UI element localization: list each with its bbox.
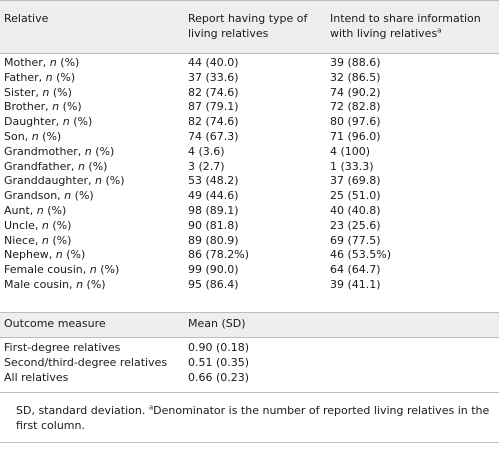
- row-label: Daughter, n (%): [4, 115, 93, 129]
- table-footnote: SD, standard deviation. aDenominator is …: [16, 403, 496, 433]
- header-report-line2: living relatives: [188, 27, 269, 40]
- table-row: Grandson, n (%) 49 (44.6) 25 (51.0): [0, 189, 499, 204]
- row-report: 87 (79.1): [188, 100, 239, 114]
- row-report: 86 (78.2%): [188, 248, 250, 262]
- row-share: 37 (69.8): [330, 174, 381, 188]
- row-share: 23 (25.6): [330, 218, 381, 232]
- row-report: 90 (81.8): [188, 218, 239, 232]
- footnote-divider: [0, 392, 499, 393]
- footnote-part1: SD, standard deviation.: [16, 404, 149, 417]
- row-share: 71 (96.0): [330, 129, 381, 143]
- row-report: 99 (90.0): [188, 263, 239, 277]
- row-share: 64 (64.7): [330, 263, 381, 277]
- table-row: Second/third-degree relatives 0.51 (0.35): [0, 356, 499, 371]
- header-share-line2: with living relativesa: [330, 26, 481, 41]
- row-share: 32 (86.5): [330, 70, 381, 84]
- row-label: Grandmother, n (%): [4, 144, 115, 158]
- row-label: Sister, n (%): [4, 85, 72, 99]
- outcome-body: First-degree relatives 0.90 (0.18) Second…: [0, 341, 499, 385]
- header-band: [0, 0, 499, 54]
- row-share: 69 (77.5): [330, 233, 381, 247]
- table-row: Niece, n (%) 89 (80.9) 69 (77.5): [0, 234, 499, 249]
- table-row: Mother, n (%) 44 (40.0) 39 (88.6): [0, 56, 499, 71]
- row-label: Aunt, n (%): [4, 203, 67, 217]
- header-report: Report having type of living relatives: [188, 11, 307, 41]
- row-report: 89 (80.9): [188, 233, 239, 247]
- row-report: 44 (40.0): [188, 56, 239, 69]
- row-share: 25 (51.0): [330, 189, 381, 203]
- table-row: Daughter, n (%) 82 (74.6) 80 (97.6): [0, 115, 499, 130]
- row-share: 39 (41.1): [330, 277, 381, 291]
- header-share: Intend to share information with living …: [330, 11, 481, 41]
- table-row: All relatives 0.66 (0.23): [0, 371, 499, 386]
- outcome-label: First-degree relatives: [4, 341, 121, 354]
- table-row: Male cousin, n (%) 95 (86.4) 39 (41.1): [0, 278, 499, 293]
- table-row: Sister, n (%) 82 (74.6) 74 (90.2): [0, 86, 499, 101]
- row-share: 80 (97.6): [330, 115, 381, 129]
- table-row: Nephew, n (%) 86 (78.2%) 46 (53.5%): [0, 248, 499, 263]
- row-share: 74 (90.2): [330, 85, 381, 99]
- table-row: First-degree relatives 0.90 (0.18): [0, 341, 499, 356]
- row-label: Nephew, n (%): [4, 248, 86, 262]
- outcome-value: 0.51 (0.35): [188, 355, 250, 369]
- row-report: 49 (44.6): [188, 189, 239, 203]
- table-row: Aunt, n (%) 98 (89.1) 40 (40.8): [0, 204, 499, 219]
- row-report: 74 (67.3): [188, 129, 239, 143]
- table-row: Son, n (%) 74 (67.3) 71 (96.0): [0, 130, 499, 145]
- subheader-mean: Mean (SD): [188, 317, 246, 330]
- row-share: 4 (100): [330, 144, 371, 158]
- row-label: Brother, n (%): [4, 100, 82, 114]
- row-share: 46 (53.5%): [330, 248, 392, 262]
- table-row: Granddaughter, n (%) 53 (48.2) 37 (69.8): [0, 174, 499, 189]
- table-row: Father, n (%) 37 (33.6) 32 (86.5): [0, 71, 499, 86]
- row-label: Father, n (%): [4, 70, 76, 84]
- header-report-line1: Report having type of: [188, 12, 308, 25]
- outcome-value: 0.66 (0.23): [188, 370, 250, 384]
- row-label: Mother, n (%): [4, 56, 80, 69]
- table-row: Brother, n (%) 87 (79.1) 72 (82.8): [0, 100, 499, 115]
- table-row: Grandmother, n (%) 4 (3.6) 4 (100): [0, 145, 499, 160]
- row-label: Female cousin, n (%): [4, 263, 120, 277]
- relatives-body: Mother, n (%) 44 (40.0) 39 (88.6) Father, …: [0, 56, 499, 293]
- row-report: 98 (89.1): [188, 203, 239, 217]
- table-row: Female cousin, n (%) 99 (90.0) 64 (64.7): [0, 263, 499, 278]
- subheader-outcome: Outcome measure: [4, 317, 106, 330]
- row-share: 72 (82.8): [330, 100, 381, 114]
- row-label: Son, n (%): [4, 129, 62, 143]
- row-report: 37 (33.6): [188, 70, 239, 84]
- row-report: 3 (2.7): [188, 159, 225, 173]
- row-label: Uncle, n (%): [4, 218, 72, 232]
- row-label: Niece, n (%): [4, 233, 72, 247]
- row-report: 82 (74.6): [188, 115, 239, 129]
- subheader-band: [0, 312, 499, 338]
- row-share: 40 (40.8): [330, 203, 381, 217]
- footnote-sup: a: [148, 403, 154, 412]
- row-share: 39 (88.6): [330, 56, 381, 69]
- bottom-divider: [0, 442, 499, 443]
- row-report: 82 (74.6): [188, 85, 239, 99]
- row-report: 95 (86.4): [188, 277, 239, 291]
- row-report: 4 (3.6): [188, 144, 225, 158]
- row-label: Grandfather, n (%): [4, 159, 108, 173]
- outcome-label: Second/third-degree relatives: [4, 355, 168, 369]
- row-label: Grandson, n (%): [4, 189, 94, 203]
- outcome-subheader: Outcome measure Mean (SD): [0, 312, 499, 336]
- footnote-marker: a: [437, 26, 442, 35]
- outcome-label: All relatives: [4, 370, 69, 384]
- row-share: 1 (33.3): [330, 159, 374, 173]
- row-label: Granddaughter, n (%): [4, 174, 125, 188]
- table-row: Grandfather, n (%) 3 (2.7) 1 (33.3): [0, 160, 499, 175]
- header-relative: Relative: [4, 12, 49, 25]
- table-header: Relative Report having type of living re…: [0, 0, 499, 52]
- row-label: Male cousin, n (%): [4, 277, 106, 291]
- table-row: Uncle, n (%) 90 (81.8) 23 (25.6): [0, 219, 499, 234]
- footnote-part2: Denominator is the number of reported li…: [16, 404, 490, 432]
- header-share-line2-text: with living relatives: [330, 27, 438, 40]
- header-share-line1: Intend to share information: [330, 12, 481, 25]
- row-report: 53 (48.2): [188, 174, 239, 188]
- outcome-value: 0.90 (0.18): [188, 341, 250, 354]
